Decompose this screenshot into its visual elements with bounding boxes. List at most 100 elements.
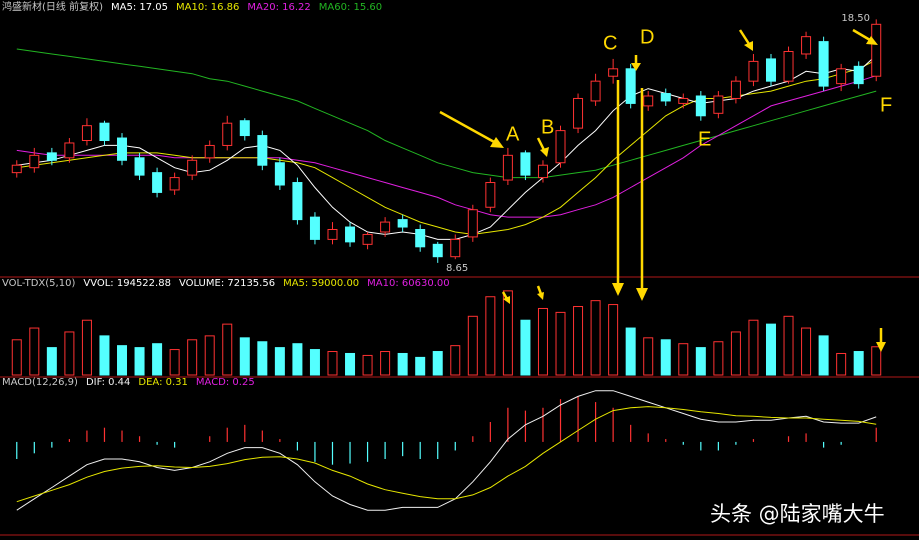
candle-body (169, 177, 180, 191)
candle-body (590, 80, 601, 102)
volume-bar (783, 315, 794, 376)
candle-body (309, 216, 320, 240)
candle-body (46, 152, 57, 161)
arrow-head (503, 296, 510, 304)
candle-body (11, 164, 22, 174)
arrow (536, 137, 546, 151)
candle-body (64, 142, 75, 159)
watermark: 头条 @陆家嘴大牛 (710, 502, 885, 526)
volume-bar (327, 351, 338, 376)
candle-body (187, 159, 198, 176)
volume-bar (678, 343, 689, 376)
volume-bar (81, 319, 92, 376)
candle-body (871, 23, 882, 77)
candle-body (730, 80, 741, 99)
candle-body (520, 152, 531, 176)
volume-bar (818, 335, 829, 376)
volume-bar (555, 311, 566, 376)
legend-entry: MA10: 60630.00 (367, 278, 449, 289)
arrow-head (866, 36, 878, 45)
candle-body (274, 162, 285, 186)
volume-bar (274, 347, 285, 376)
candle-body (239, 120, 250, 137)
low-label: 8.65 (446, 263, 468, 274)
volume-bar (239, 337, 250, 376)
volume-bar (695, 347, 706, 376)
candle-body (29, 154, 40, 169)
volume-bar (46, 347, 57, 376)
candle-body (783, 51, 794, 82)
volume-bar (643, 337, 654, 376)
volume-bar (730, 331, 741, 376)
candle-body (362, 233, 373, 245)
candle-body (397, 219, 408, 228)
arrow (852, 28, 871, 42)
volume-bar (64, 331, 75, 376)
arrow (536, 285, 543, 295)
volume-bar (713, 341, 724, 376)
candle-body (415, 229, 426, 248)
volume-bar (748, 319, 759, 376)
candle-body (81, 125, 92, 141)
volume-bar (187, 339, 198, 376)
arrow (738, 29, 751, 45)
candle-body (292, 182, 303, 221)
candle-body (450, 238, 461, 258)
annotation-arrows (439, 28, 886, 352)
candle-body (117, 137, 128, 161)
candle-body (380, 221, 391, 233)
macd-line (16, 406, 877, 503)
volume-bar (625, 327, 636, 376)
marks: 鸿盛新材(日线 前复权) MA5: 17.05 MA10: 16.86 MA20: 1… (2, 0, 882, 511)
arrow-head (876, 342, 886, 352)
candle-body (765, 58, 776, 82)
volume-bar (485, 296, 496, 376)
candle-body (853, 65, 864, 85)
volume-bar (222, 323, 233, 376)
volume-bar (204, 335, 215, 376)
candle-body (204, 144, 215, 159)
volume-bar (309, 349, 320, 376)
volume-bar (380, 351, 391, 376)
arrow-head (636, 288, 648, 301)
candle-body (573, 97, 584, 129)
candle-body (99, 122, 110, 141)
legend-entry: MA5: 59000.00 (283, 278, 359, 289)
candle-body (695, 95, 706, 117)
candle-body (467, 209, 478, 238)
ma-line (16, 48, 877, 179)
candle-body (836, 68, 847, 85)
legend-entry: VOLUME: 72135.56 (179, 278, 275, 289)
volume-bar (257, 341, 268, 376)
volume-bar (362, 354, 373, 376)
volume-bar (801, 327, 812, 376)
legend-entry: MACD: 0.25 (196, 377, 255, 388)
volume-bar (169, 349, 180, 376)
volume-bar (537, 307, 548, 376)
candle-body (660, 93, 671, 102)
legend-entry: MACD(12,26,9) (2, 377, 78, 388)
arrow-head (490, 137, 504, 148)
volume-bar (99, 335, 110, 376)
legend-entry: MA10: 16.86 (176, 2, 239, 13)
candle-body (748, 60, 759, 82)
candle-body (432, 243, 443, 258)
candle-body (678, 97, 689, 104)
volume-bar (29, 327, 40, 376)
candle-body (257, 135, 268, 166)
candle-body (818, 41, 829, 87)
watermark-bg (700, 496, 912, 532)
arrow-head (612, 283, 624, 296)
legend-entry: DIF: 0.44 (86, 377, 130, 388)
candle-body (625, 68, 636, 104)
volume-bar (608, 304, 619, 376)
legend-entry: MA60: 15.60 (319, 2, 382, 13)
volume-bar (871, 346, 882, 376)
candle-body (327, 229, 338, 240)
legend-entry: 鸿盛新材(日线 前复权) (2, 0, 103, 13)
volume-bar (397, 352, 408, 376)
candle-body (555, 130, 566, 164)
macd-line (16, 390, 877, 511)
